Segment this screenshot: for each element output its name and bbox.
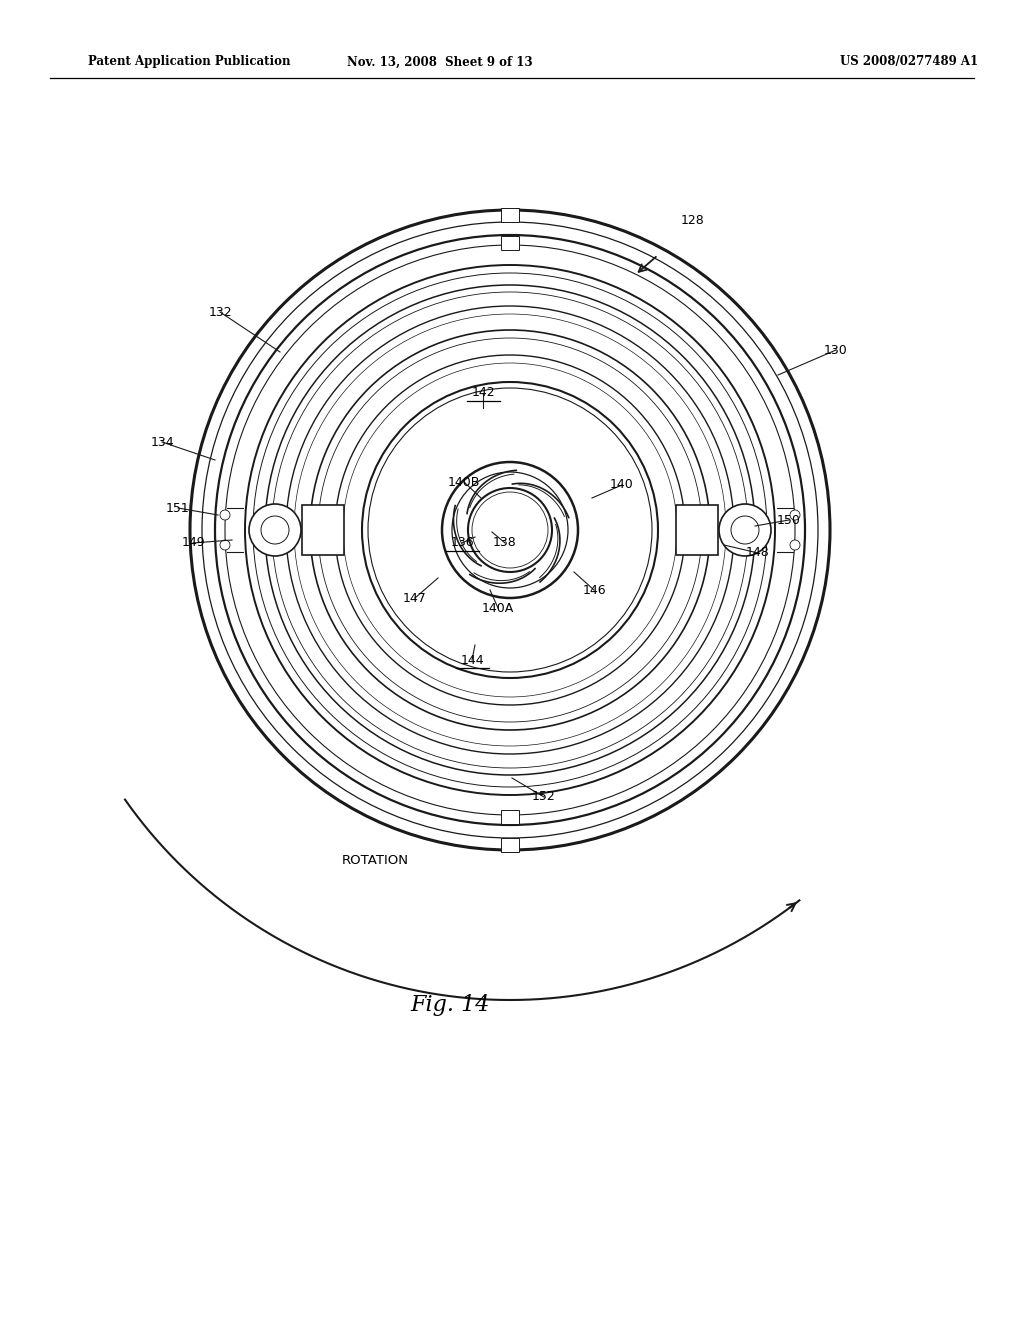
Text: 132: 132 [208, 305, 231, 318]
Text: US 2008/0277489 A1: US 2008/0277489 A1 [840, 55, 978, 69]
FancyBboxPatch shape [676, 506, 718, 554]
Circle shape [790, 510, 800, 520]
Circle shape [362, 381, 658, 678]
Text: Patent Application Publication: Patent Application Publication [88, 55, 291, 69]
Text: 147: 147 [403, 591, 427, 605]
FancyBboxPatch shape [501, 209, 519, 222]
FancyBboxPatch shape [501, 810, 519, 824]
Circle shape [719, 504, 771, 556]
Text: 128: 128 [681, 214, 705, 227]
Text: 151: 151 [166, 502, 189, 515]
Text: 152: 152 [532, 791, 556, 804]
Text: 140: 140 [610, 479, 634, 491]
Text: 150: 150 [777, 513, 801, 527]
Text: 144: 144 [460, 653, 483, 667]
Text: 146: 146 [583, 583, 606, 597]
Circle shape [220, 510, 230, 520]
FancyBboxPatch shape [501, 236, 519, 249]
Text: 149: 149 [181, 536, 205, 549]
Text: 142: 142 [471, 387, 495, 400]
Text: Nov. 13, 2008  Sheet 9 of 13: Nov. 13, 2008 Sheet 9 of 13 [347, 55, 532, 69]
Text: Fig. 14: Fig. 14 [411, 994, 489, 1016]
Text: 136: 136 [451, 536, 474, 549]
Circle shape [790, 540, 800, 550]
Circle shape [249, 504, 301, 556]
Text: 134: 134 [151, 436, 174, 449]
Text: 130: 130 [824, 343, 848, 356]
Text: 138: 138 [494, 536, 517, 549]
Circle shape [731, 516, 759, 544]
FancyBboxPatch shape [501, 838, 519, 851]
Circle shape [468, 488, 552, 572]
Text: ROTATION: ROTATION [341, 854, 409, 866]
Text: 140A: 140A [482, 602, 514, 615]
Circle shape [442, 462, 578, 598]
FancyBboxPatch shape [302, 506, 344, 554]
Text: 148: 148 [746, 546, 770, 560]
Text: 140B: 140B [447, 475, 480, 488]
Circle shape [220, 540, 230, 550]
Circle shape [261, 516, 289, 544]
